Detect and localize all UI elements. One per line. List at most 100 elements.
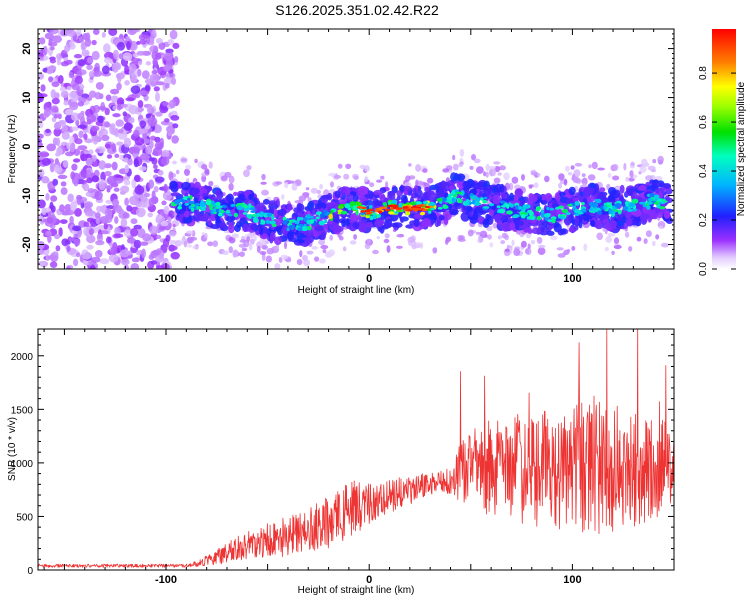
heatmap-cell [558,173,565,181]
heatmap-cell [477,216,484,222]
heatmap-cell [429,184,439,191]
heatmap-cell [105,185,113,190]
x-tick-label: 0 [366,574,372,586]
heatmap-cell [646,201,653,205]
heatmap-cell [38,142,43,148]
heatmap-cell [606,202,612,205]
heatmap-cell [118,53,124,60]
heatmap-cell [545,192,553,202]
heatmap-cell [309,207,318,215]
heatmap-cell [497,172,502,176]
heatmap-cell [262,198,270,205]
heatmap-cell [491,168,497,177]
heatmap-cell [306,214,311,219]
heatmap-cell [83,221,90,227]
heatmap-cell [261,238,267,245]
heatmap-cell [128,63,137,72]
heatmap-cell [614,203,621,208]
heatmap-cell [540,212,545,218]
heatmap-cell [86,64,93,71]
heatmap-cell [364,209,371,213]
heatmap-cell [364,176,369,183]
heatmap-cell [314,256,320,262]
heatmap-cell [123,157,129,162]
heatmap-cell [178,202,182,207]
heatmap-cell [59,204,65,213]
heatmap-cell [212,240,219,247]
heatmap-cell [308,200,315,210]
heatmap-cell [152,58,158,66]
heatmap-cell [320,232,326,241]
heatmap-cell [88,228,94,236]
heatmap-cell [116,103,122,111]
heatmap-cell [125,97,135,102]
heatmap-cell [493,161,501,165]
heatmap-cell [527,209,533,214]
heatmap-cell [116,41,126,51]
heatmap-cell [580,209,587,213]
heatmap-cell [271,216,275,221]
heatmap-cell [487,234,492,240]
heatmap-cell [160,156,170,166]
heatmap-cell [260,181,267,185]
heatmap-cell [155,37,163,44]
heatmap-cell [93,70,103,77]
heatmap-cell [106,175,117,186]
heatmap-cell [73,258,79,267]
heatmap-cell [84,138,94,144]
heatmap-cell [120,218,128,228]
heatmap-cell [530,171,538,176]
heatmap-cell [503,172,510,181]
heatmap-cell [233,249,239,258]
heatmap-cell [571,246,576,251]
heatmap-cell [122,212,130,219]
heatmap-cell [452,163,459,171]
heatmap-cell [98,181,106,191]
heatmap-cell [289,219,293,224]
heatmap-cell [183,196,188,200]
heatmap-cell [256,212,260,218]
heatmap-cell [139,39,147,45]
heatmap-cell [116,207,123,214]
heatmap-cell [395,207,403,210]
figure-title: S126.2025.351.02.42.R22 [275,2,439,18]
heatmap-cell [483,171,487,177]
heatmap-cell [509,203,514,208]
heatmap-cell [636,236,642,242]
heatmap-cell [86,177,93,184]
heatmap-cell [565,165,570,172]
heatmap-cell [162,190,173,201]
y-tick-label: 2000 [11,352,34,363]
heatmap-cell [360,193,365,203]
heatmap-cell [174,199,179,205]
heatmap-cell [117,73,122,83]
heatmap-cell [38,260,47,266]
heatmap-cell [149,45,159,54]
snr-frame [37,328,675,571]
heatmap-cell [407,236,416,243]
heatmap-cell [45,193,50,201]
heatmap-cell [438,186,444,192]
heatmap-cell [126,41,131,51]
heatmap-cell [95,250,103,258]
heatmap-cell [126,205,133,212]
heatmap-cell [135,200,143,208]
heatmap-cell [66,85,72,91]
heatmap-cell [47,254,58,260]
heatmap-cell [531,227,541,234]
heatmap-cell [462,180,472,189]
heatmap-cell [46,216,54,224]
heatmap-cell [45,128,51,134]
heatmap-cell [645,175,653,181]
colorbar-tick-label: 0.0 [698,262,709,276]
heatmap-cell [114,216,119,224]
heatmap-cell [546,206,550,211]
heatmap-cell [144,192,151,198]
heatmap-cell [196,206,201,210]
heatmap-cell [511,239,515,247]
heatmap-cell [467,229,474,237]
heatmap-cell [319,183,323,190]
heatmap-cell [106,208,111,215]
heatmap-cell [337,205,344,209]
